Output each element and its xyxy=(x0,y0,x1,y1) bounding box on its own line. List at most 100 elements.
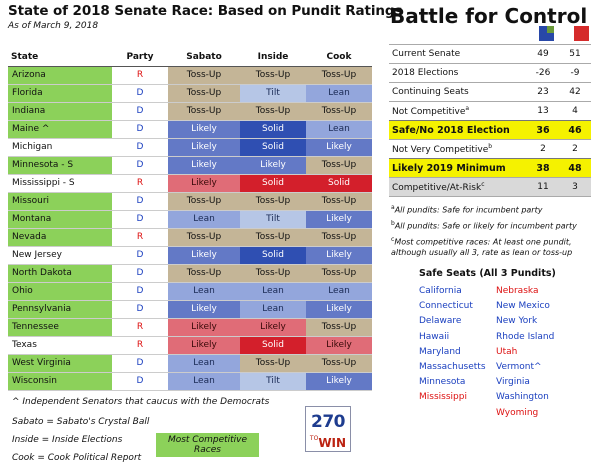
rep-seats-value: 3 xyxy=(559,177,591,197)
270towin-logo[interactable]: 270 TOWIN xyxy=(305,406,351,452)
party-cell: R xyxy=(112,66,168,85)
as-of-date: As of March 9, 2018 xyxy=(8,21,99,31)
party-cell: D xyxy=(112,300,168,319)
party-cell: R xyxy=(112,174,168,193)
dem-seats-value: -26 xyxy=(527,63,559,83)
cook-rating-cell: Solid xyxy=(306,174,372,193)
sabato-rating-cell: Likely xyxy=(168,318,240,337)
table-row: Montana D Lean Tilt Likely xyxy=(8,210,372,229)
battle-row-label: Not Very Competitiveb xyxy=(389,139,527,159)
party-cell: D xyxy=(112,120,168,139)
sabato-rating-cell: Likely xyxy=(168,300,240,319)
dem-seats-value: 11 xyxy=(527,177,559,197)
party-cell: D xyxy=(112,264,168,283)
safe-seat-state: Hawaii xyxy=(419,331,450,342)
rep-seats-value: 42 xyxy=(559,82,591,102)
safe-seat-state: Rhode Island xyxy=(496,331,555,342)
safe-seat-state: California xyxy=(419,286,462,296)
col-header-state: State xyxy=(8,49,112,67)
table-row: Pennsylvania D Likely Lean Likely xyxy=(8,300,372,319)
inside-rating-cell: Likely xyxy=(240,318,306,337)
safe-seats-column-1: California Connecticut Delaware Hawaii Maryl… xyxy=(419,284,486,406)
party-cell: D xyxy=(112,354,168,373)
footnote-a: aAll pundits: Safe for incumbent party xyxy=(391,204,543,215)
safe-seat-state: New Mexico xyxy=(496,301,550,312)
rep-seats-value: 4 xyxy=(559,101,591,121)
republican-flag-icon xyxy=(574,26,589,41)
table-row: Minnesota - S D Likely Likely Toss-Up xyxy=(8,156,372,175)
dem-seats-value: 38 xyxy=(527,158,559,178)
inside-rating-cell: Toss-Up xyxy=(240,354,306,373)
cook-rating-cell: Likely xyxy=(306,210,372,229)
safe-seat-state: Minnesota xyxy=(419,377,466,388)
party-cell: D xyxy=(112,156,168,175)
note-inside: Inside = Inside Elections xyxy=(12,435,123,445)
table-row: Tennessee R Likely Likely Toss-Up xyxy=(8,318,372,337)
rep-seats-value: 2 xyxy=(559,139,591,159)
inside-rating-cell: Tilt xyxy=(240,84,306,103)
cook-rating-cell: Likely xyxy=(306,372,372,391)
state-cell: Florida xyxy=(8,84,112,103)
safe-seats-column-2: Nebraska New Mexico New York Rhode Island Ut… xyxy=(496,284,554,421)
cook-rating-cell: Toss-Up xyxy=(306,264,372,283)
ratings-table: State Party Sabato Inside Cook Arizona R T… xyxy=(8,49,372,391)
safe-seat-state: Virginia xyxy=(496,377,530,388)
cook-rating-cell: Toss-Up xyxy=(306,156,372,175)
party-cell: D xyxy=(112,246,168,265)
state-cell: Texas xyxy=(8,336,112,355)
safe-seat-state: Connecticut xyxy=(419,301,473,312)
cook-rating-cell: Likely xyxy=(306,138,372,157)
cook-rating-cell: Toss-Up xyxy=(306,66,372,85)
battle-row-label: Likely 2019 Minimum xyxy=(389,158,527,178)
col-header-sabato: Sabato xyxy=(168,49,240,67)
safe-seat-state: Massachusetts xyxy=(419,362,486,373)
party-cell: D xyxy=(112,138,168,157)
table-row: Arizona R Toss-Up Toss-Up Toss-Up xyxy=(8,66,372,85)
table-row: Maine ^ D Likely Solid Lean xyxy=(8,120,372,139)
col-header-cook: Cook xyxy=(306,49,372,67)
battle-row: Safe/No 2018 Election 36 46 xyxy=(389,120,591,140)
safe-seat-state: Washington xyxy=(496,392,549,403)
battle-row-label: 2018 Elections xyxy=(389,63,527,83)
sabato-rating-cell: Likely xyxy=(168,174,240,193)
inside-rating-cell: Toss-Up xyxy=(240,228,306,247)
state-cell: Mississippi - S xyxy=(8,174,112,193)
col-header-inside: Inside xyxy=(240,49,306,67)
state-cell: New Jersey xyxy=(8,246,112,265)
inside-rating-cell: Toss-Up xyxy=(240,264,306,283)
sabato-rating-cell: Likely xyxy=(168,120,240,139)
cook-rating-cell: Lean xyxy=(306,282,372,301)
logo-to: TO xyxy=(309,435,319,442)
party-cell: D xyxy=(112,84,168,103)
state-cell: Indiana xyxy=(8,102,112,121)
battle-row: 2018 Elections -26 -9 xyxy=(389,63,591,83)
most-competitive-legend: Most Competitive Races xyxy=(156,433,259,457)
battle-row: Current Senate 49 51 xyxy=(389,44,591,64)
battle-row-label: Safe/No 2018 Election xyxy=(389,120,527,140)
dem-seats-value: 36 xyxy=(527,120,559,140)
inside-rating-cell: Toss-Up xyxy=(240,66,306,85)
safe-seat-state: New York xyxy=(496,316,538,327)
cook-rating-cell: Toss-Up xyxy=(306,192,372,211)
note-sabato: Sabato = Sabato's Crystal Ball xyxy=(12,417,150,427)
battle-row: Not Very Competitiveb 2 2 xyxy=(389,139,591,159)
note-independent: ^ Independent Senators that caucus with … xyxy=(12,397,270,407)
footnote-b: bAll pundits: Safe or likely for incumbe… xyxy=(391,220,577,231)
party-cell: R xyxy=(112,228,168,247)
table-header-row: State Party Sabato Inside Cook xyxy=(8,49,372,67)
sabato-rating-cell: Likely xyxy=(168,156,240,175)
party-cell: D xyxy=(112,192,168,211)
battle-row-label: Continuing Seats xyxy=(389,82,527,102)
inside-rating-cell: Toss-Up xyxy=(240,192,306,211)
battle-row: Likely 2019 Minimum 38 48 xyxy=(389,158,591,178)
battle-row-label: Not Competitivea xyxy=(389,101,527,121)
sabato-rating-cell: Toss-Up xyxy=(168,84,240,103)
sabato-rating-cell: Toss-Up xyxy=(168,264,240,283)
safe-seats-title: Safe Seats (All 3 Pundits) xyxy=(419,268,556,279)
battle-row: Competitive/At-Riskc 11 3 xyxy=(389,177,591,197)
sabato-rating-cell: Lean xyxy=(168,282,240,301)
sabato-rating-cell: Toss-Up xyxy=(168,66,240,85)
cook-rating-cell: Lean xyxy=(306,84,372,103)
safe-seat-state: Mississippi xyxy=(419,392,467,403)
sabato-rating-cell: Lean xyxy=(168,210,240,229)
